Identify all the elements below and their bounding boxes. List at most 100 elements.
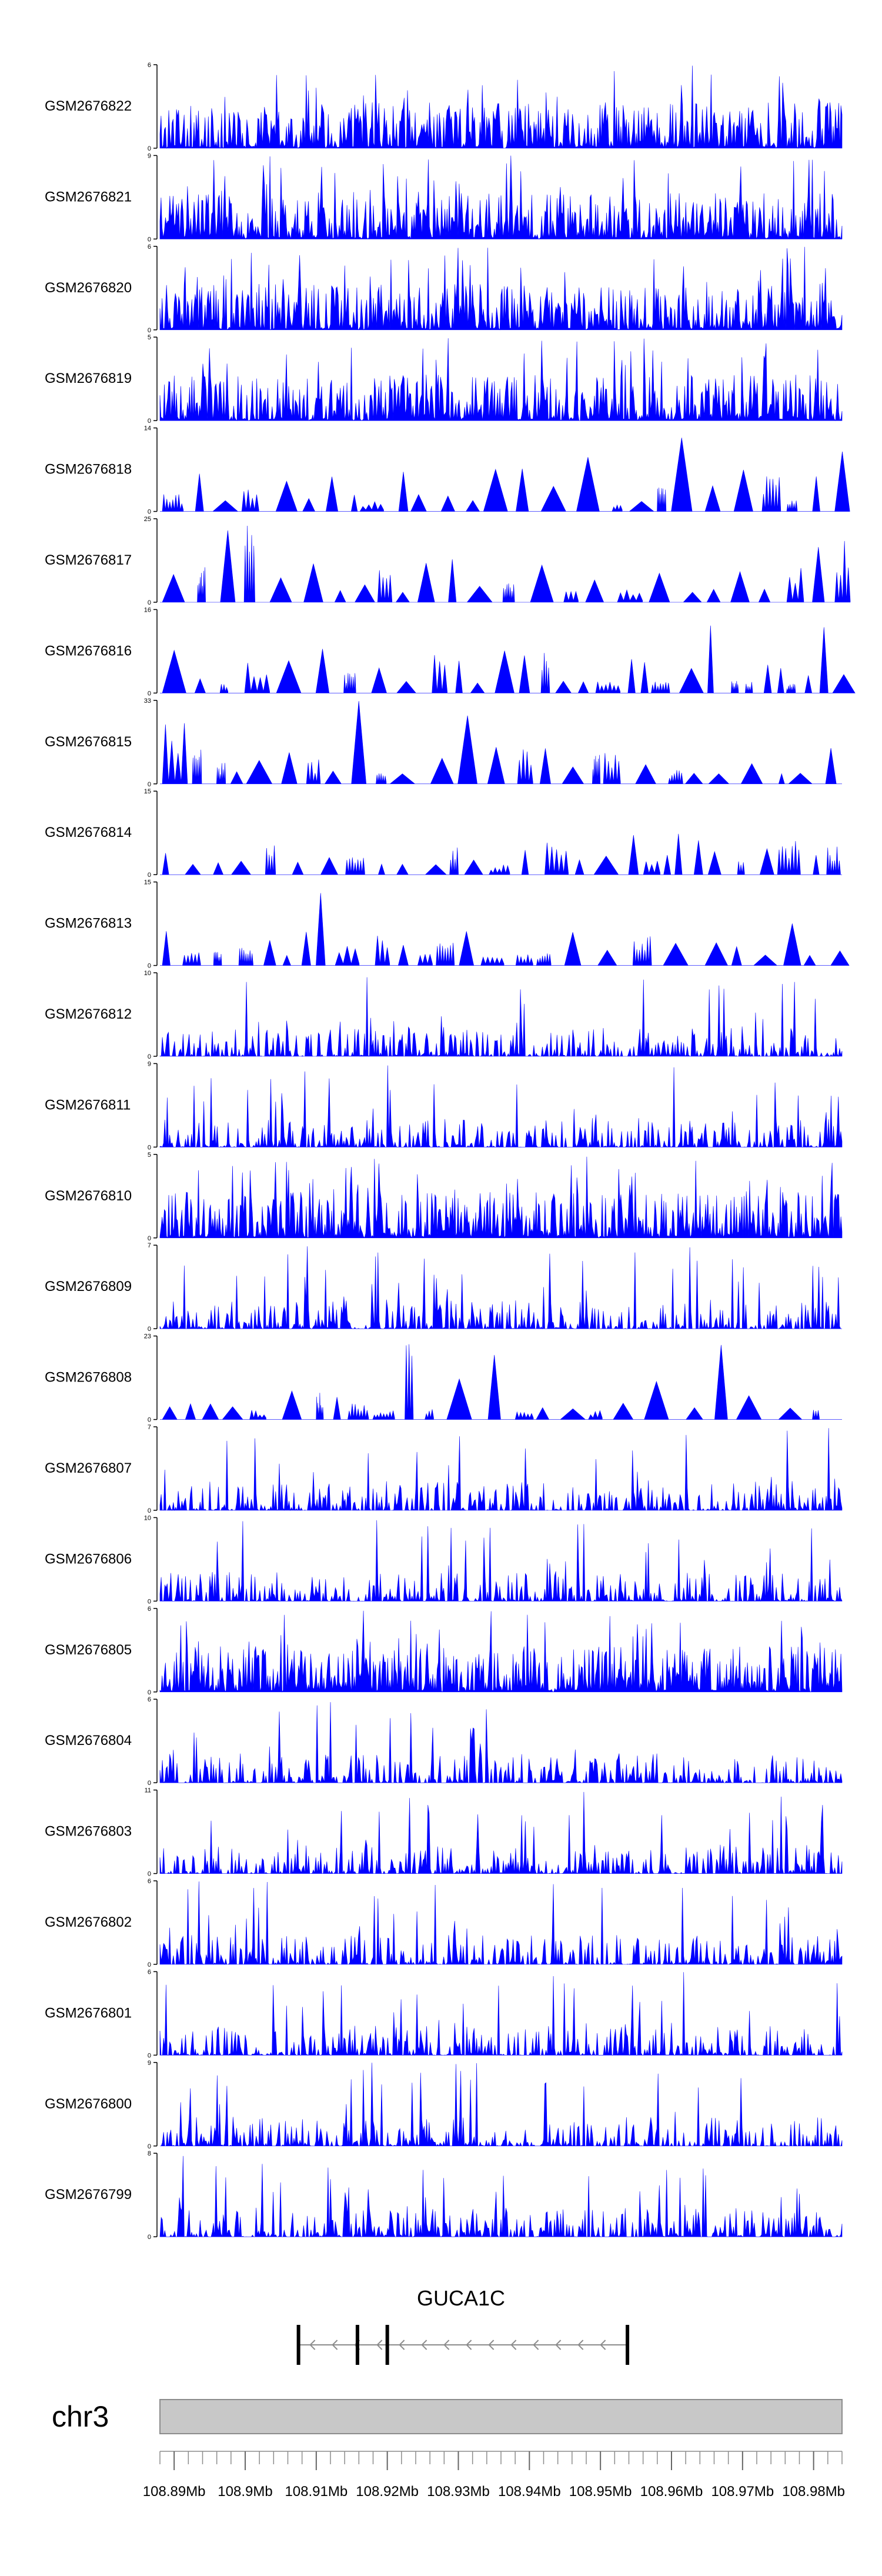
- track-GSM2676820: GSM2676820 6 0: [45, 243, 843, 334]
- coverage-area: [160, 525, 851, 603]
- y-tick-label-max: 33: [144, 698, 151, 705]
- y-tick-label-min: 0: [148, 2052, 151, 2059]
- y-tick-label-min: 0: [148, 1053, 151, 1060]
- track-label: GSM2676815: [45, 734, 132, 750]
- track-GSM2676815: GSM2676815 33 0: [45, 698, 842, 788]
- track-GSM2676801: GSM2676801 6 0: [45, 1968, 843, 2059]
- track-label: GSM2676809: [45, 1279, 132, 1294]
- y-tick-label-max: 11: [145, 1787, 151, 1794]
- track-label: GSM2676800: [45, 2096, 132, 2112]
- x-tick-label: 108.98Mb: [782, 2484, 845, 2500]
- strand-arrow: [332, 2340, 338, 2350]
- coverage-area: [160, 625, 856, 693]
- track-GSM2676803: GSM2676803 11 0: [45, 1787, 843, 1878]
- track-GSM2676800: GSM2676800 9 0: [45, 2060, 843, 2150]
- coverage-area: [159, 1702, 843, 1784]
- track-label: GSM2676821: [45, 189, 132, 205]
- y-tick-label-min: 0: [148, 327, 151, 334]
- track-label: GSM2676818: [45, 462, 132, 478]
- gene-name-label: GUCA1C: [417, 2286, 505, 2310]
- gene-exon: [385, 2325, 389, 2365]
- gene-exon: [626, 2325, 630, 2365]
- coverage-area: [159, 246, 843, 331]
- x-tick-label: 108.92Mb: [356, 2484, 419, 2500]
- track-label: GSM2676810: [45, 1188, 132, 1204]
- track-label: GSM2676799: [45, 2187, 132, 2203]
- gene-exon: [355, 2325, 359, 2365]
- track-GSM2676814: GSM2676814 15 0: [45, 788, 842, 879]
- track-GSM2676810: GSM2676810 5 0: [45, 1152, 843, 1242]
- strand-arrow: [533, 2340, 539, 2350]
- x-tick-label: 108.97Mb: [711, 2484, 774, 2500]
- y-tick-label-min: 0: [148, 418, 151, 425]
- y-tick-label-min: 0: [148, 1689, 151, 1696]
- y-tick-label-min: 0: [148, 963, 151, 970]
- y-tick-label-min: 0: [148, 1780, 151, 1787]
- track-label: GSM2676816: [45, 643, 132, 659]
- coverage-area: [159, 1065, 843, 1148]
- x-tick-label: 108.93Mb: [427, 2484, 490, 2500]
- coverage-area: [159, 1972, 843, 2056]
- y-tick-label-min: 0: [148, 599, 151, 606]
- track-GSM2676802: GSM2676802 6 0: [45, 1878, 843, 1968]
- y-tick-label-min: 0: [148, 1144, 151, 1151]
- coverage-area: [160, 833, 842, 875]
- coverage-area: [160, 1344, 842, 1420]
- x-tick-label: 108.94Mb: [498, 2484, 561, 2500]
- strand-arrow: [600, 2340, 606, 2350]
- track-label: GSM2676814: [45, 825, 132, 840]
- y-tick-label-min: 0: [148, 509, 151, 516]
- y-tick-label-max: 5: [148, 1152, 151, 1159]
- y-tick-label-min: 0: [148, 236, 151, 243]
- coverage-area: [159, 977, 843, 1057]
- track-GSM2676819: GSM2676819 5 0: [45, 334, 843, 425]
- coverage-area: [159, 1246, 842, 1330]
- coverage-tracks: GSM267682260GSM267682190GSM267682060GSM2…: [45, 62, 856, 2241]
- coverage-area: [159, 1610, 843, 1693]
- y-tick-label-max: 10: [144, 1514, 151, 1521]
- track-label: GSM2676804: [45, 1733, 132, 1749]
- coverage-area: [160, 700, 842, 785]
- y-tick-label-max: 9: [148, 2060, 151, 2067]
- track-label: GSM2676822: [45, 98, 132, 114]
- y-tick-label-min: 0: [148, 1507, 151, 1514]
- strand-arrow: [443, 2340, 450, 2350]
- y-tick-label-max: 6: [148, 1606, 151, 1613]
- y-tick-label-min: 0: [148, 1235, 151, 1242]
- track-label: GSM2676802: [45, 1914, 132, 1930]
- y-tick-label-max: 14: [144, 425, 151, 432]
- track-GSM2676812: GSM2676812 10 0: [45, 970, 843, 1060]
- track-GSM2676809: GSM2676809 7 0: [45, 1242, 842, 1333]
- y-tick-label-max: 6: [148, 1878, 151, 1885]
- track-GSM2676818: GSM2676818 14 0: [45, 425, 850, 516]
- y-tick-label-min: 0: [148, 2234, 151, 2241]
- strand-arrow: [510, 2340, 517, 2350]
- track-label: GSM2676812: [45, 1006, 132, 1022]
- x-tick-label: 108.89Mb: [143, 2484, 206, 2500]
- track-GSM2676816: GSM2676816 16 0: [45, 606, 856, 697]
- y-tick-label-min: 0: [148, 1961, 151, 1968]
- strand-arrow: [309, 2340, 316, 2350]
- track-label: GSM2676813: [45, 916, 132, 932]
- strand-arrow: [376, 2340, 383, 2350]
- chromosome-band: [159, 2399, 843, 2434]
- y-tick-label-min: 0: [148, 1326, 151, 1333]
- coverage-area: [159, 1791, 843, 1874]
- coverage-area: [159, 65, 843, 149]
- track-GSM2676808: GSM2676808 23 0: [45, 1333, 842, 1424]
- track-label: GSM2676801: [45, 2005, 132, 2021]
- coverage-area: [159, 1520, 843, 1602]
- y-tick-label-min: 0: [148, 1598, 151, 1605]
- y-tick-label-min: 0: [148, 781, 151, 788]
- strand-arrow: [466, 2340, 472, 2350]
- coverage-area: [159, 1428, 843, 1511]
- strand-arrow: [399, 2340, 405, 2350]
- track-GSM2676817: GSM2676817 25 0: [45, 516, 851, 606]
- coverage-area: [159, 338, 843, 421]
- coverage-area: [159, 155, 843, 240]
- coverage-area: [160, 2063, 843, 2147]
- y-tick-label-min: 0: [148, 1417, 151, 1424]
- strand-arrow: [555, 2340, 562, 2350]
- genome-axis: 108.89Mb 108.9Mb 108.91Mb 108.92Mb 108.93Mb 1…: [143, 2451, 845, 2500]
